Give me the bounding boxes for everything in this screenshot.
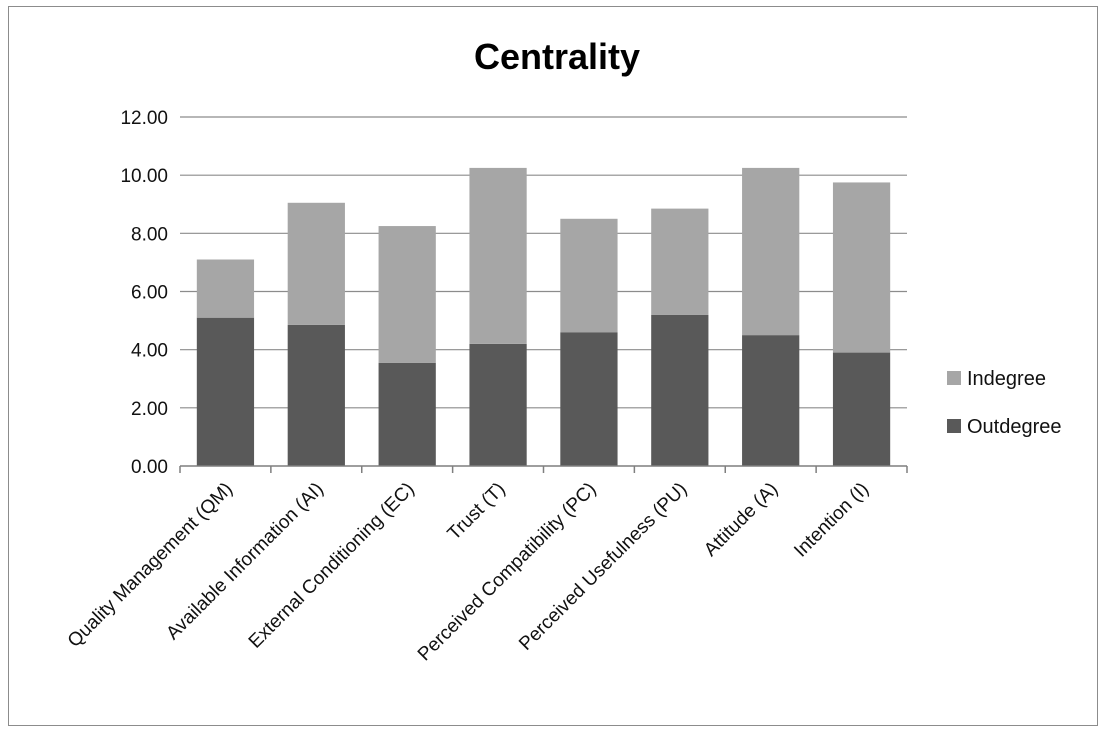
- bar-indegree-6: [742, 167, 800, 336]
- chart-frame: Centrality 0.00 2.00 4.00 6.00 8.00 10.00 12.0…: [8, 6, 1098, 726]
- bar-outdegree-4: [560, 332, 618, 466]
- legend-label-outdegree: Outdegree: [967, 416, 1062, 438]
- y-tick-label: 6.00: [131, 283, 168, 304]
- x-category-label: Available Information (AI): [162, 479, 327, 644]
- bar-outdegree-6: [742, 335, 800, 466]
- bar-indegree-7: [832, 182, 891, 353]
- x-category-label: Perceived Usefulness (PU): [515, 479, 691, 655]
- y-tick-label: 0.00: [131, 457, 168, 478]
- x-category-label: Attitude (A): [700, 479, 782, 561]
- bar-outdegree-2: [378, 362, 436, 466]
- x-axis: [179, 465, 908, 473]
- bar-outdegree-7: [832, 352, 891, 466]
- y-tick-label: 2.00: [131, 399, 168, 420]
- bar-outdegree-0: [196, 317, 255, 466]
- legend-label-indegree: Indegree: [967, 368, 1046, 390]
- y-tick-label: 4.00: [131, 341, 168, 362]
- bar-indegree-2: [378, 226, 436, 363]
- bar-outdegree-1: [287, 324, 345, 466]
- chart-title: Centrality: [474, 36, 640, 77]
- x-category-label: Trust (T): [444, 479, 510, 545]
- y-tick-label: 8.00: [131, 224, 168, 245]
- x-category-label: Quality Management (QM): [64, 479, 237, 652]
- bar-outdegree-3: [469, 343, 527, 466]
- bars: [196, 167, 891, 466]
- x-category-label: External Conditioning (EC): [245, 479, 419, 653]
- bar-indegree-0: [196, 259, 255, 318]
- legend-swatch-outdegree: [947, 419, 961, 433]
- bar-indegree-4: [560, 218, 618, 333]
- y-tick-label: 10.00: [120, 166, 168, 187]
- legend: Indegree Outdegree: [947, 368, 1062, 438]
- x-category-label: Perceived Compatibility (PC): [414, 479, 601, 666]
- bar-outdegree-5: [651, 314, 709, 466]
- y-axis-ticks: 0.00 2.00 4.00 6.00 8.00 10.00 12.00: [120, 108, 168, 478]
- x-axis-labels: Quality Management (QM)Available Informa…: [64, 479, 873, 666]
- bar-indegree-1: [287, 202, 345, 325]
- bar-indegree-3: [469, 167, 527, 344]
- legend-swatch-indegree: [947, 371, 961, 385]
- y-tick-label: 12.00: [120, 108, 168, 129]
- bar-indegree-5: [651, 208, 709, 315]
- x-category-label: Intention (I): [790, 479, 873, 562]
- chart-svg: Centrality 0.00 2.00 4.00 6.00 8.00 10.00 12.0…: [64, 36, 1062, 666]
